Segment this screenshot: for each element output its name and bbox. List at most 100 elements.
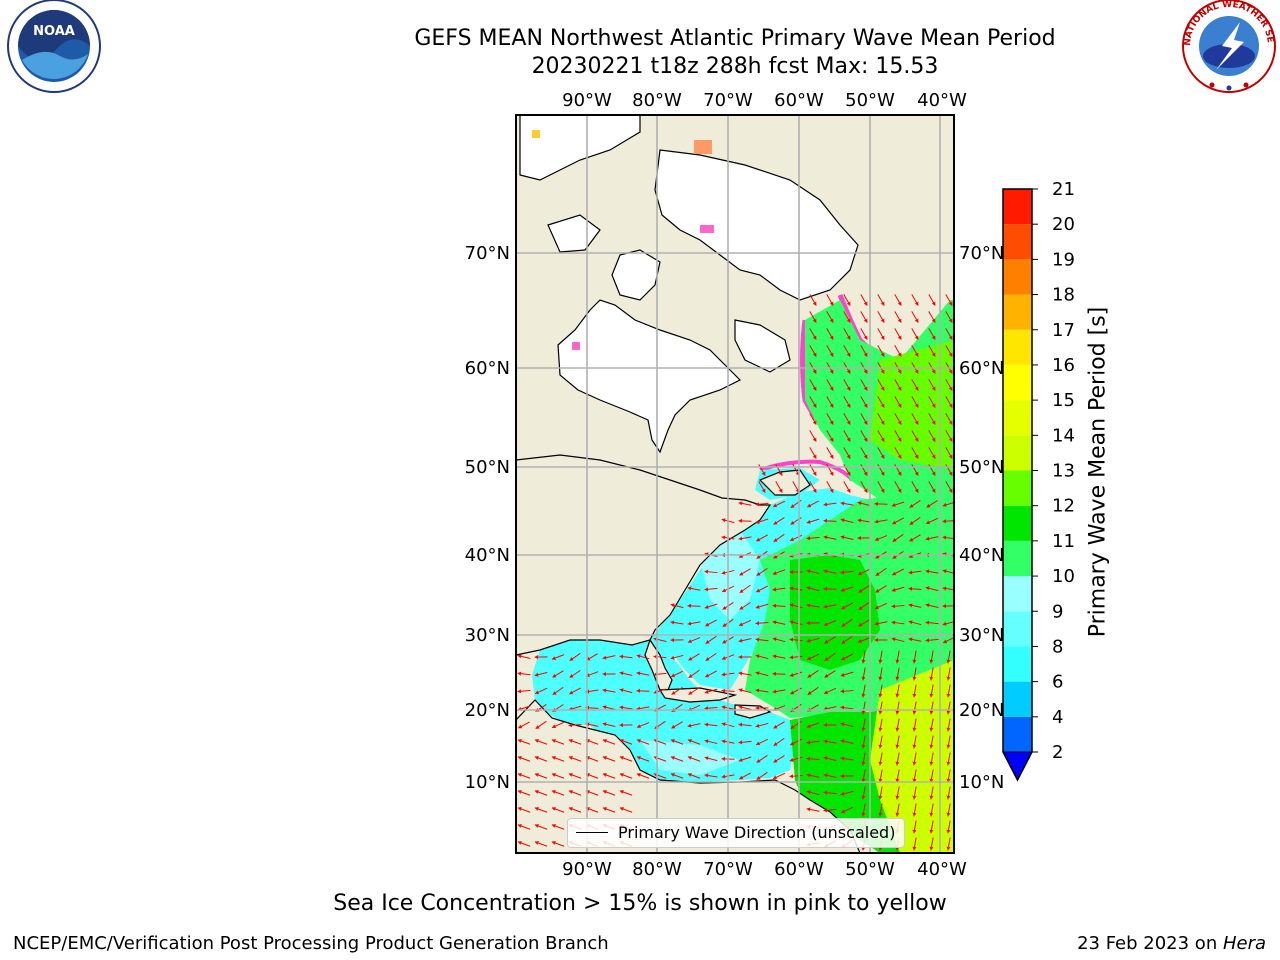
wave-arrow-head [517, 654, 522, 659]
wave-arrow-head [861, 727, 866, 732]
wave-arrow-head [912, 727, 917, 732]
wave-arrow-head [534, 824, 539, 828]
lat-tick: 10°N [959, 772, 1004, 793]
wave-arrow-head [880, 437, 885, 442]
wave-arrow-head [772, 689, 777, 694]
lon-tick: 90°W [562, 859, 612, 880]
wave-arrow-head [829, 301, 834, 306]
wave-arrow-head [846, 471, 851, 476]
wave-arrow-head [517, 807, 522, 811]
wave-arrow-head [878, 693, 883, 698]
wave-arrow-head [878, 778, 883, 783]
wave-arrow-head [858, 571, 863, 576]
wave-arrow-head [914, 437, 919, 442]
wave-arrow-head [517, 671, 522, 676]
wave-arrow-head [948, 318, 953, 323]
wave-arrow-head [812, 369, 817, 374]
wave-arrow-head [846, 369, 851, 374]
wave-arrow-head [789, 655, 794, 660]
colorbar-swatch [1003, 435, 1032, 471]
lat-tick: 40°N [959, 545, 1004, 566]
wave-arrow-head [846, 488, 851, 493]
wave-arrow-head [704, 756, 709, 761]
wave-arrow-head [914, 403, 919, 408]
wave-arrow-head [874, 519, 879, 524]
wave-arrow-head [738, 671, 743, 676]
wave-arrow-head [722, 623, 727, 627]
wave-arrow-head [551, 773, 556, 777]
wave-arrow-head [619, 705, 624, 710]
wave-arrow-head [942, 519, 947, 524]
noaa-logo-text: NOAA [33, 24, 75, 39]
wave-arrow-head [824, 639, 829, 644]
wave-arrow-head [861, 744, 866, 749]
wave-arrow-head [840, 570, 845, 575]
noaa-logo: NOAA [7, 0, 101, 93]
wave-arrow-head [880, 471, 885, 476]
wave-arrow-head [931, 403, 936, 408]
wave-arrow-head [942, 621, 947, 626]
wave-arrow-head [946, 710, 951, 715]
wave-arrow-head [705, 657, 710, 661]
wave-arrow-head [551, 739, 556, 743]
wave-arrow-head [671, 690, 676, 695]
wave-arrow-head [602, 739, 607, 743]
wave-arrow-head [705, 640, 710, 644]
wave-arrow-head [619, 739, 624, 743]
wave-arrow-head [861, 659, 866, 664]
colorbar-frame [1002, 188, 1033, 782]
nws-logo-text: NATIONAL WEATHER SERVICE [0, 0, 1275, 46]
lon-tick: 40°W [917, 90, 967, 111]
wave-arrow-head [929, 795, 934, 800]
wave-arrow-head [891, 620, 896, 625]
wave-arrow-head [829, 352, 834, 357]
wave-arrow-head [756, 572, 761, 576]
wave-arrow-head [925, 620, 930, 625]
colorbar-tick-label: 11 [1052, 531, 1075, 552]
wave-arrow-head [841, 809, 846, 814]
wave-arrow-head [755, 502, 760, 507]
wave-arrow-head [846, 352, 851, 357]
wave-arrow-head [823, 756, 828, 761]
wave-arrow-head [738, 501, 743, 506]
wave-arrow-head [812, 488, 817, 493]
wave-arrow-head [863, 335, 868, 340]
wave-arrow-head [912, 744, 917, 749]
wave-arrow-head [891, 502, 896, 507]
wave-arrow-head [880, 352, 885, 357]
wave-arrow-head [773, 758, 778, 763]
wave-arrow-head [670, 773, 675, 777]
wave-arrow-head [755, 621, 760, 626]
wave-arrow-head [897, 471, 902, 476]
wave-arrow-head [551, 841, 556, 845]
wave-arrow-head [738, 740, 743, 745]
wave-arrow-head [891, 604, 896, 609]
wave-arrow-head [721, 570, 726, 575]
wave-arrow-head [946, 693, 951, 698]
wave-arrow-head [880, 488, 885, 493]
wave-arrow-head [861, 778, 866, 783]
wave-arrow-head [806, 773, 811, 778]
nws-logo: NATIONAL WEATHER SERVICE [0, 0, 1276, 93]
colorbar-swatch [1003, 611, 1032, 647]
wave-arrow-head [863, 471, 868, 476]
wave-arrow-head [874, 621, 879, 626]
wave-arrow-head [829, 386, 834, 391]
wave-arrow-head [925, 603, 930, 608]
lon-tick: 50°W [845, 859, 895, 880]
wave-arrow-head [840, 774, 844, 779]
wave-arrow-head [789, 637, 794, 642]
wave-arrow-head [878, 659, 883, 664]
wave-arrow-head [880, 369, 885, 374]
wave-arrow-head [929, 761, 934, 766]
lon-tick: 40°W [917, 859, 967, 880]
wave-arrow-head [942, 535, 947, 540]
wave-arrow-head [948, 386, 953, 391]
wave-arrow-head [880, 301, 885, 306]
colorbar-tick-label: 9 [1052, 601, 1063, 622]
wave-arrow-head [846, 454, 851, 459]
wave-arrow-head [772, 637, 777, 642]
wave-arrow-head [704, 773, 709, 778]
wave-arrow-head [878, 744, 883, 749]
